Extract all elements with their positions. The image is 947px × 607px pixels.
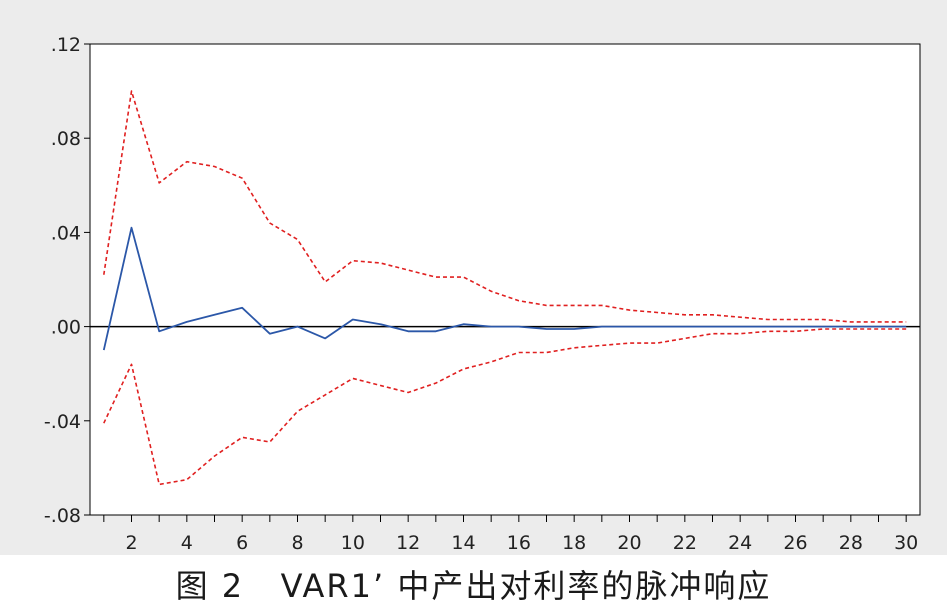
y-tick-label: -.08 [44,505,81,527]
x-tick-label: 14 [451,532,475,554]
upper-band-line [103,90,907,323]
x-tick-label: 10 [341,532,365,554]
y-tick-label: .08 [51,128,81,150]
impulse-response-chart: -.08-.04.00.04.08.122 4 6 8 10 12 14 16 18 20 22 24… [44,34,921,554]
x-tick-label: 22 [673,532,697,554]
x-tick-label: 24 [728,532,752,554]
x-tick-label: 16 [507,532,531,554]
response-line [102,226,907,351]
x-tick-label: 20 [617,532,641,554]
y-tick-label: .12 [51,34,81,56]
y-tick-label: .00 [51,317,81,339]
x-tick-label: 8 [291,532,303,554]
x-tick-label: 30 [894,532,918,554]
y-tick-label: .04 [51,222,81,244]
x-tick-label: 4 [181,532,193,554]
plot-area [89,43,921,516]
x-tick-label: 28 [839,532,863,554]
x-tick-label: 12 [396,532,420,554]
figure-caption: 图 2 VAR1’ 中产出对利率的脉冲响应 [175,567,772,605]
x-tick-label: 18 [562,532,586,554]
y-tick-label: -.04 [44,411,81,433]
x-tick-label: 2 [125,532,137,554]
x-tick-label: 26 [783,532,807,554]
lower-band-line [103,328,907,486]
x-tick-label: 6 [236,532,248,554]
